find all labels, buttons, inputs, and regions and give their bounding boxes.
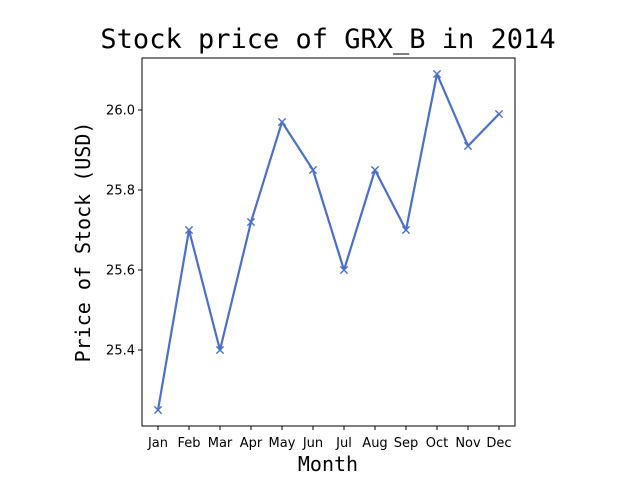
data-point-marker (463, 141, 473, 151)
x-tick-label: Feb (177, 436, 200, 451)
x-tick-label: Jan (147, 436, 168, 451)
y-tick-label: 25.6 (106, 264, 135, 279)
y-tick-label: 25.8 (106, 184, 135, 199)
data-point-marker (494, 109, 504, 119)
data-point-marker (277, 117, 287, 127)
series-line (156, 72, 501, 412)
y-axis-label: Price of Stock (USD) (71, 122, 95, 363)
x-axis: Jan Feb Mar Apr May Jun Jul Aug Sep Oct Nov Dec (147, 426, 512, 451)
data-point-marker (215, 345, 225, 355)
x-tick-label: Jul (335, 436, 352, 451)
x-tick-label: May (269, 436, 296, 451)
x-tick-label: Dec (486, 436, 511, 451)
data-point-marker (246, 217, 256, 227)
data-point-marker (370, 165, 380, 175)
series-markers (153, 69, 504, 415)
y-tick-label: 26.0 (106, 104, 135, 119)
data-point-marker (153, 405, 163, 415)
y-tick-label: 25.4 (106, 344, 135, 359)
data-point-marker (401, 225, 411, 235)
x-axis-label: Month (298, 452, 358, 476)
x-tick-label: Sep (394, 436, 419, 451)
x-tick-label: Jun (302, 436, 323, 451)
chart-title: Stock price of GRX_B in 2014 (100, 24, 555, 55)
y-axis: 25.4 25.6 25.8 26.0 (106, 104, 142, 359)
data-point-marker (184, 225, 194, 235)
x-tick-label: Nov (455, 436, 481, 451)
plot-area (141, 57, 516, 427)
data-point-marker (432, 69, 442, 79)
x-tick-label: Apr (240, 436, 263, 451)
x-tick-label: Aug (362, 436, 387, 451)
x-tick-label: Oct (426, 436, 448, 451)
x-tick-label: Mar (208, 436, 233, 451)
data-point-marker (339, 265, 349, 275)
data-point-marker (308, 165, 318, 175)
